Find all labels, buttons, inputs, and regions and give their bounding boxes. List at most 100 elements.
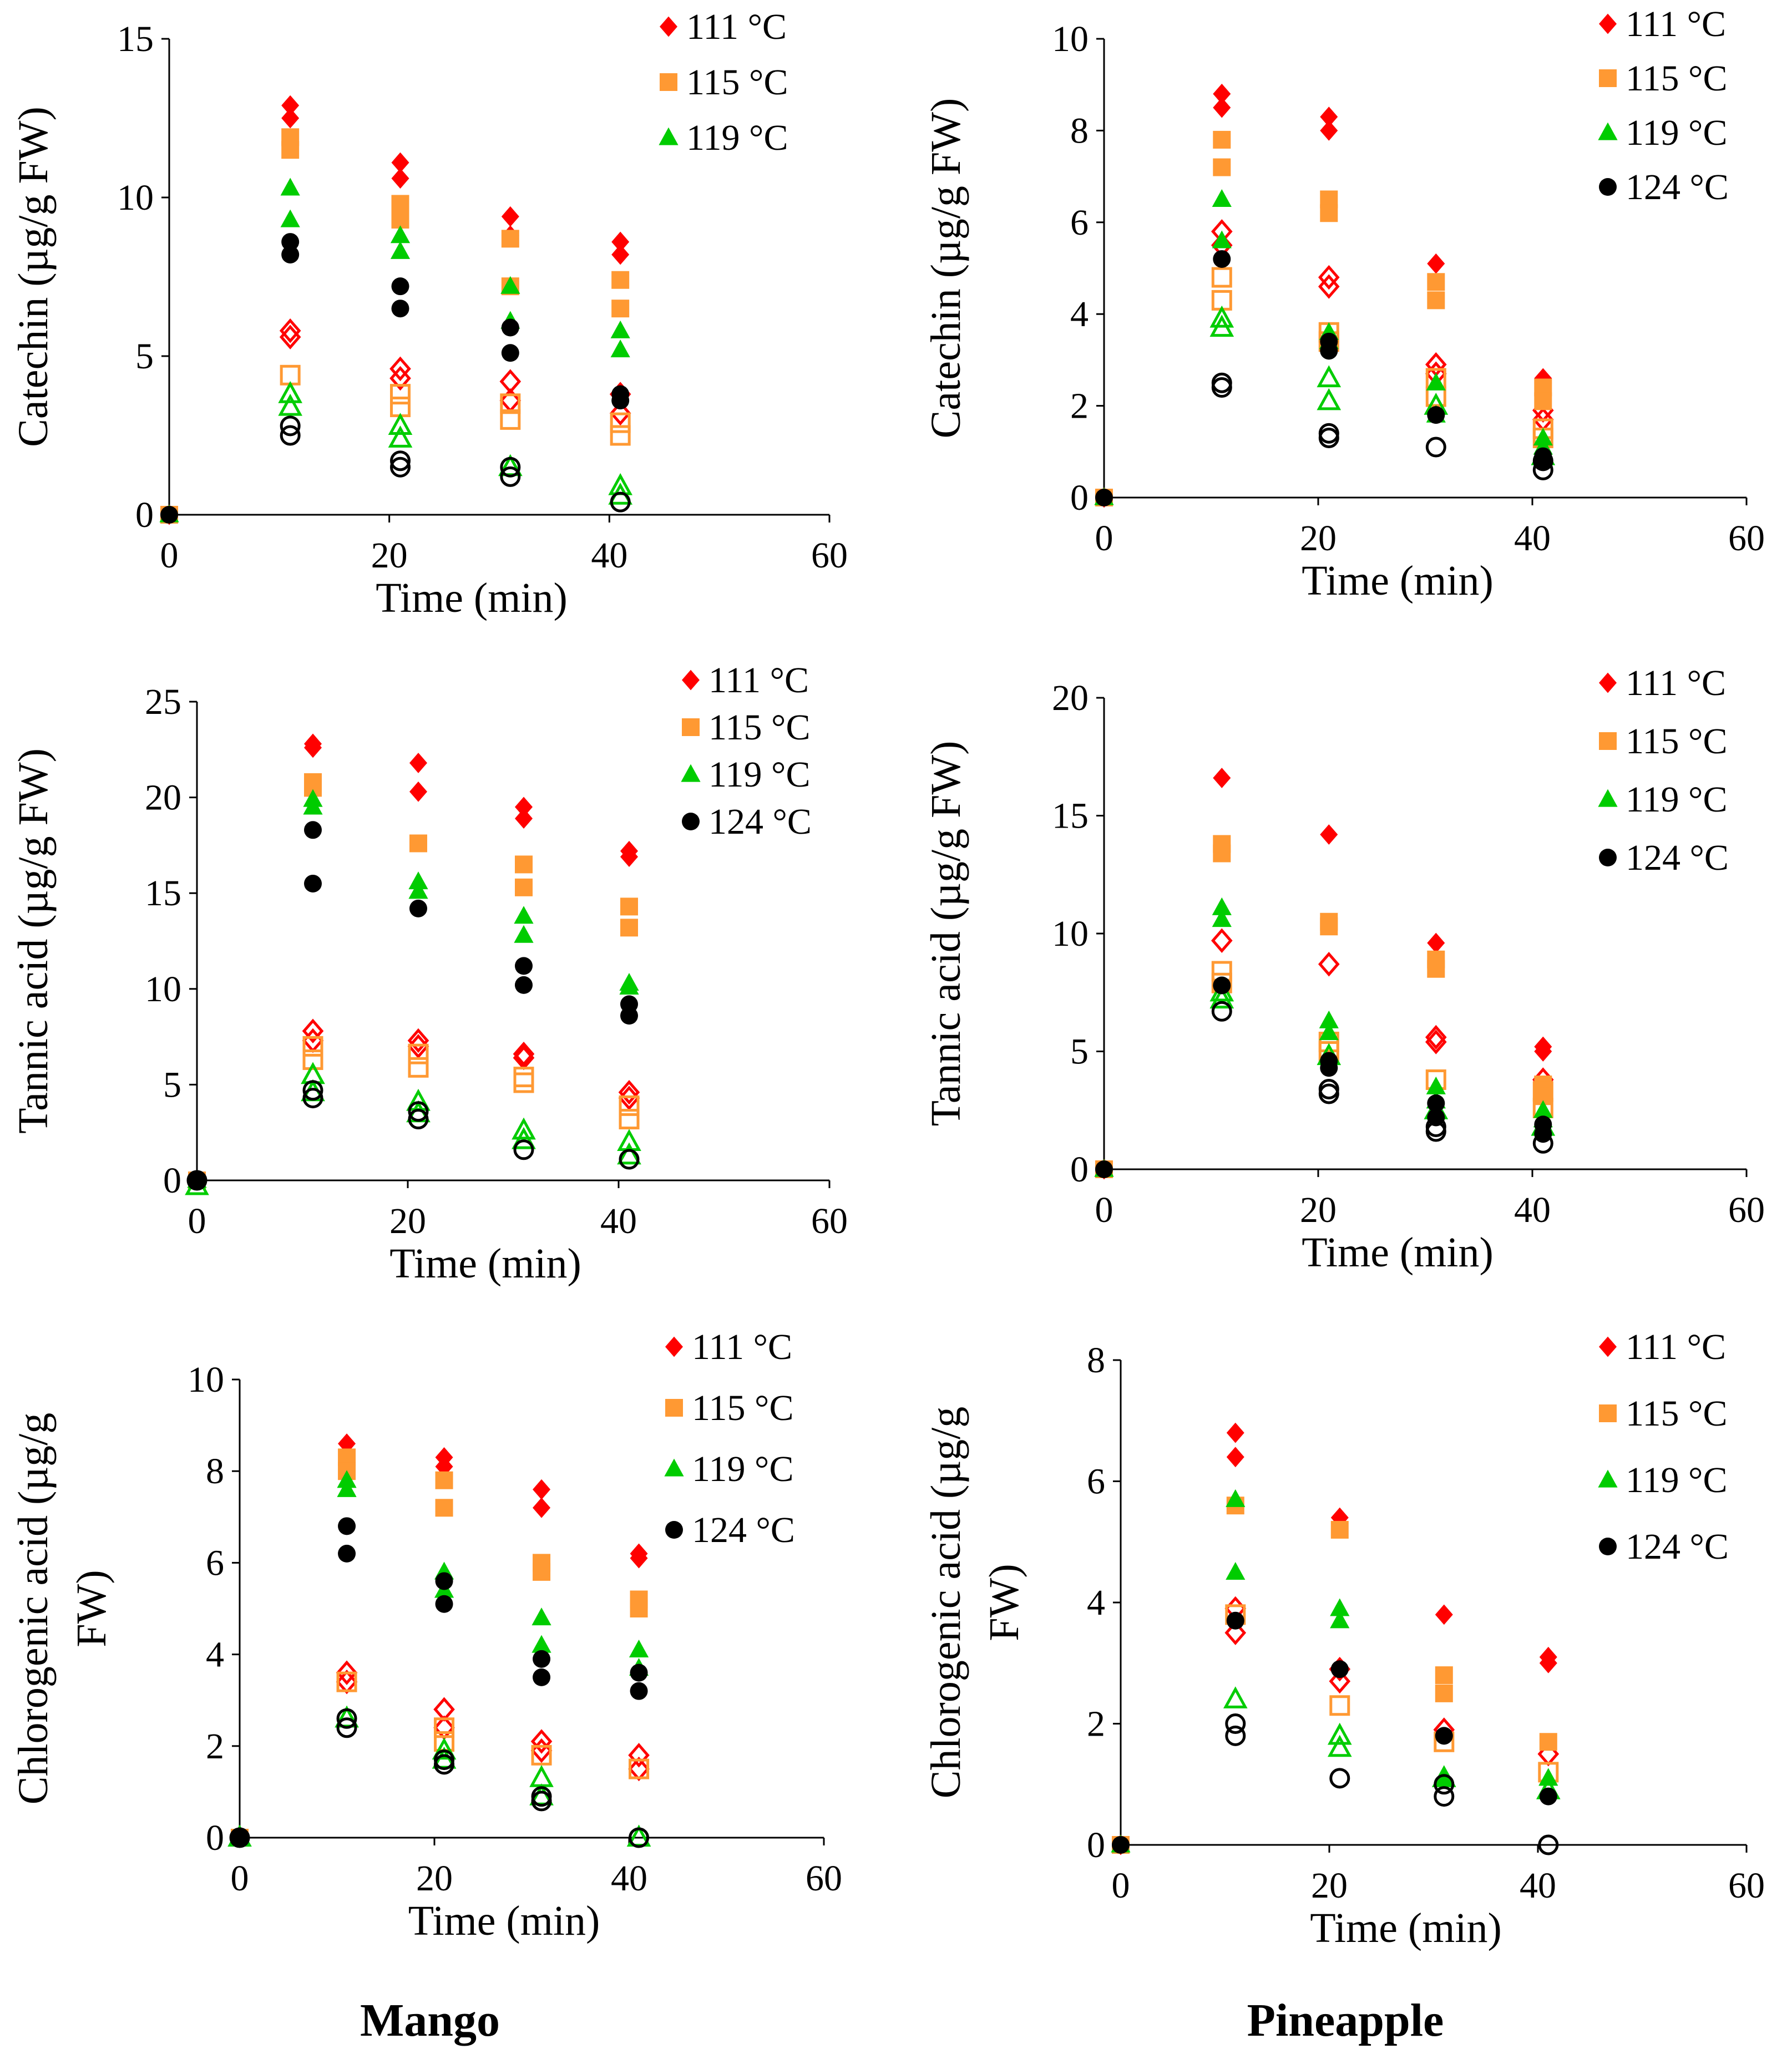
data-point bbox=[1426, 372, 1446, 390]
y-tick-label: 8 bbox=[1070, 110, 1089, 151]
data-point bbox=[531, 1635, 551, 1653]
data-point bbox=[1223, 1686, 1248, 1708]
data-point bbox=[1435, 1604, 1453, 1625]
data-point bbox=[1317, 365, 1342, 388]
data-point bbox=[337, 1470, 357, 1488]
x-tick-label: 60 bbox=[1728, 1865, 1765, 1906]
x-axis-title: Time (min) bbox=[1302, 557, 1494, 604]
x-tick-label: 0 bbox=[1095, 1190, 1113, 1230]
data-point bbox=[336, 1708, 357, 1729]
data-point bbox=[407, 1028, 429, 1053]
data-point bbox=[1329, 1668, 1351, 1694]
data-point bbox=[620, 919, 638, 937]
data-point bbox=[408, 1043, 429, 1064]
y-tick-label: 8 bbox=[1087, 1340, 1105, 1381]
data-point bbox=[409, 899, 427, 917]
x-tick-label: 40 bbox=[1520, 1865, 1556, 1906]
legend-label: 119 °C bbox=[692, 1449, 793, 1489]
data-point bbox=[533, 1668, 551, 1686]
legend-marker bbox=[665, 1521, 683, 1539]
y-tick-label: 4 bbox=[1070, 294, 1089, 334]
data-point bbox=[279, 318, 301, 343]
x-tick-label: 20 bbox=[371, 535, 408, 576]
data-point bbox=[501, 206, 519, 227]
y-axis-title: FW) bbox=[68, 1570, 115, 1647]
data-point bbox=[280, 209, 300, 227]
data-point bbox=[1320, 824, 1338, 845]
data-point bbox=[408, 871, 428, 890]
y-tick-label: 10 bbox=[117, 177, 154, 218]
data-point bbox=[630, 1548, 648, 1569]
x-axis-title: Time (min) bbox=[376, 575, 568, 621]
data-point bbox=[609, 400, 631, 426]
y-tick-label: 2 bbox=[206, 1726, 224, 1767]
legend-label: 124 °C bbox=[692, 1510, 795, 1550]
data-point bbox=[1329, 1768, 1350, 1789]
data-point bbox=[1095, 1160, 1113, 1178]
legend-label: 111 °C bbox=[692, 1327, 792, 1367]
data-point bbox=[1226, 1422, 1244, 1443]
legend-label: 115 °C bbox=[1626, 721, 1727, 762]
legend-label: 111 °C bbox=[1626, 1327, 1726, 1367]
y-tick-label: 0 bbox=[1070, 1149, 1089, 1190]
y-tick-label: 2 bbox=[1087, 1704, 1105, 1744]
x-tick-label: 20 bbox=[1300, 1190, 1337, 1230]
legend-marker bbox=[660, 73, 677, 91]
x-tick-label: 0 bbox=[188, 1201, 206, 1241]
data-point bbox=[1112, 1836, 1130, 1854]
data-point bbox=[531, 1607, 551, 1626]
data-point bbox=[1538, 1834, 1559, 1855]
data-point bbox=[1318, 1083, 1339, 1104]
data-point bbox=[513, 1041, 535, 1067]
data-point bbox=[407, 1034, 429, 1059]
data-point bbox=[610, 320, 630, 338]
data-point bbox=[409, 753, 427, 773]
data-point bbox=[620, 1007, 638, 1025]
data-point bbox=[1213, 250, 1231, 268]
chart-pineapple-chlorogenic: 0 2 4 6 8 0 20 40 60 Time (min) Chlorogenic acid (… bbox=[923, 1327, 1765, 1951]
data-point bbox=[618, 1079, 640, 1105]
data-point bbox=[530, 1729, 553, 1754]
chart-pineapple-tannic: 0 5 10 15 20 0 20 40 60 Time (min) Tannic acid (µg… bbox=[923, 663, 1765, 1276]
data-point bbox=[1538, 1768, 1558, 1786]
data-point bbox=[1209, 986, 1234, 1009]
y-tick-label: 8 bbox=[206, 1451, 224, 1492]
data-point bbox=[302, 1049, 323, 1071]
data-point bbox=[629, 1758, 650, 1779]
legend-label: 111 °C bbox=[1626, 663, 1726, 703]
legend-label: 115 °C bbox=[708, 707, 810, 748]
data-point bbox=[388, 425, 413, 448]
data-point bbox=[1425, 437, 1446, 458]
data-point bbox=[1226, 1561, 1246, 1580]
data-point bbox=[390, 225, 411, 244]
data-point bbox=[409, 834, 427, 853]
legend-label: 119 °C bbox=[708, 754, 810, 795]
data-point bbox=[533, 1650, 551, 1668]
data-point bbox=[1427, 960, 1445, 978]
data-point bbox=[1427, 1094, 1445, 1112]
data-point bbox=[281, 233, 300, 251]
data-point bbox=[1435, 1666, 1453, 1685]
y-tick-label: 2 bbox=[1070, 386, 1089, 427]
data-point bbox=[434, 1717, 455, 1738]
data-point bbox=[391, 300, 409, 318]
data-point bbox=[336, 1660, 358, 1685]
y-axis-title: FW) bbox=[981, 1564, 1027, 1641]
legend-marker bbox=[659, 127, 679, 145]
data-point bbox=[281, 95, 300, 116]
legend-label: 115 °C bbox=[692, 1388, 793, 1428]
y-tick-label: 25 bbox=[145, 682, 181, 722]
legend-marker bbox=[1599, 69, 1617, 87]
legend-label: 119 °C bbox=[1626, 1460, 1727, 1500]
data-point bbox=[1213, 158, 1231, 176]
data-point bbox=[533, 1563, 551, 1581]
legend-label: 124 °C bbox=[1626, 167, 1729, 207]
data-point bbox=[1532, 459, 1553, 480]
data-point bbox=[514, 906, 534, 924]
legend-marker bbox=[1599, 178, 1617, 196]
data-point bbox=[302, 1036, 323, 1057]
data-point bbox=[1320, 342, 1338, 360]
data-point bbox=[1425, 1121, 1446, 1142]
y-axis-title: Chlorogenic acid (µg/g bbox=[923, 1407, 969, 1799]
x-tick-label: 20 bbox=[1311, 1865, 1348, 1906]
